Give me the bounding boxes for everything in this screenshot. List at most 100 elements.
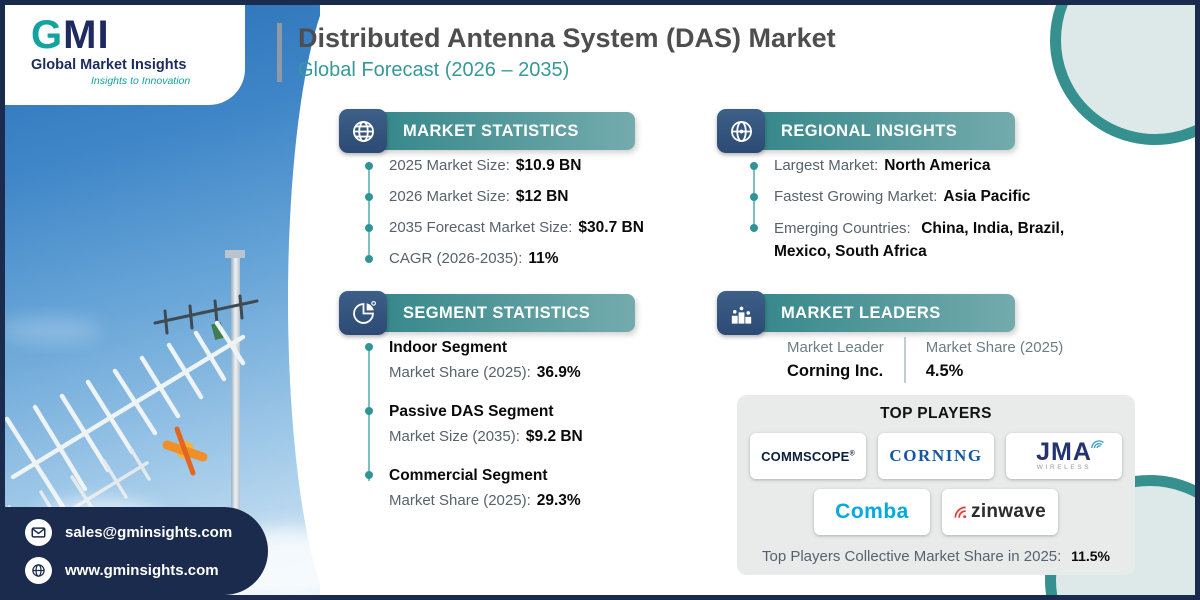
segment-connector-line: [368, 349, 370, 481]
regional-insights-banner: REGIONAL INSIGHTS: [717, 109, 1015, 153]
segment-title: Indoor Segment: [389, 339, 507, 356]
stat-value: $10.9 BN: [515, 157, 582, 174]
top-players-row-2: Comba zinwave: [737, 489, 1135, 535]
collective-value: 11.5%: [1071, 548, 1110, 564]
stat-label: 2026 Market Size:: [389, 188, 510, 205]
segment-title: Commercial Segment: [389, 467, 548, 484]
regional-value: Asia Pacific: [943, 188, 1031, 205]
share-value: 4.5%: [925, 362, 964, 380]
top-players-panel: TOP PLAYERS COMMSCOPE® CORNING JMA WIREL…: [737, 395, 1135, 575]
regional-value: North America: [884, 157, 991, 174]
stats-connector-line: [368, 167, 370, 259]
contact-email[interactable]: sales@gminsights.com: [65, 523, 233, 541]
jma-wifi-arcs-icon: [1091, 440, 1104, 449]
logo-card-commscope: COMMSCOPE®: [750, 433, 866, 479]
segment-statistics-heading: SEGMENT STATISTICS: [375, 294, 635, 332]
bullet-dot: [365, 407, 373, 415]
regional-row: Fastest Growing Market: Asia Pacific: [750, 186, 1095, 208]
contact-website-row[interactable]: www.gminsights.com: [25, 556, 268, 584]
market-stat-row: 2035 Forecast Market Size: $30.7 BN: [365, 217, 665, 239]
globe-stats-icon: [339, 109, 387, 153]
website-globe-icon: [25, 556, 52, 584]
gmi-letters-mi: MI: [63, 13, 110, 57]
jma-logo: JMA: [1036, 438, 1092, 466]
regional-text: Emerging Countries: China, India, Brazil…: [774, 217, 1095, 263]
logo-company-name: Global Market Insights: [31, 57, 187, 73]
share-label: Market Share (2025): [925, 339, 1064, 356]
envelope-icon: [25, 518, 52, 546]
contact-email-row[interactable]: sales@gminsights.com: [25, 518, 268, 546]
segment-label: Market Size (2035):: [389, 428, 520, 445]
share-column: Market Share (2025) 4.5%: [906, 339, 1084, 381]
top-players-row-1: COMMSCOPE® CORNING JMA WIRELESS: [737, 433, 1135, 479]
bullet-dot: [365, 255, 373, 263]
corner-arc-top-right: [1050, 5, 1195, 145]
segment-statistics-banner: SEGMENT STATISTICS: [339, 291, 635, 335]
jma-wireless-label: WIRELESS: [1036, 464, 1092, 471]
gmi-wordmark: GMI: [31, 15, 245, 55]
stat-value: $12 BN: [515, 188, 569, 205]
stat-value: 11%: [528, 250, 559, 267]
page-subtitle: Global Forecast (2026 – 2035): [298, 59, 570, 82]
bullet-dot: [365, 471, 373, 479]
page-title: Distributed Antenna System (DAS) Market: [298, 23, 836, 53]
segment-statistics-list: Indoor Segment Market Share (2025): 36.9%…: [365, 337, 665, 529]
market-statistics-heading: MARKET STATISTICS: [375, 112, 635, 150]
market-statistics-banner: MARKET STATISTICS: [339, 109, 635, 153]
regional-row: Largest Market: North America: [750, 155, 1095, 177]
segment-content: Commercial Segment Market Share (2025): 2…: [389, 465, 581, 513]
bullet-dot: [365, 193, 373, 201]
stat-label: 2025 Market Size:: [389, 157, 510, 174]
podium-icon: [717, 291, 765, 335]
bullet-dot: [365, 224, 373, 232]
vertical-divider: [903, 337, 906, 383]
logo-tagline: Insights to Innovation: [91, 75, 191, 87]
gmi-logo: GMI Global Market Insights Insights to I…: [5, 5, 245, 105]
regional-insights-heading: REGIONAL INSIGHTS: [753, 112, 1015, 150]
market-stat-row: 2026 Market Size: $12 BN: [365, 186, 665, 208]
pie-chart-icon: [339, 291, 387, 335]
stat-label: 2035 Forecast Market Size:: [389, 219, 573, 236]
segment-block: Commercial Segment Market Share (2025): 2…: [365, 465, 665, 513]
market-leaders-heading: MARKET LEADERS: [753, 294, 1015, 332]
segment-line: Market Share (2025): 36.9%: [389, 361, 581, 385]
corning-logo: CORNING: [889, 446, 983, 465]
market-stat-row: CAGR (2026-2035): 11%: [365, 248, 665, 270]
stat-label: CAGR (2026-2035):: [389, 250, 523, 267]
market-stat-row: 2025 Market Size: $10.9 BN: [365, 155, 665, 177]
zinwave-logo: zinwave: [954, 501, 1046, 523]
segment-label: Market Share (2025):: [389, 492, 531, 509]
segment-value: 29.3%: [536, 492, 581, 509]
segment-content: Passive DAS Segment Market Size (2035): $…: [389, 401, 583, 449]
regional-value: China, India, Brazil, Mexico, South Afri…: [774, 220, 1065, 260]
logo-card-zinwave: zinwave: [942, 489, 1058, 535]
contact-panel: sales@gminsights.com www.gminsights.com: [5, 507, 268, 595]
globe-regional-icon: [717, 109, 765, 153]
collective-share-line: Top Players Collective Market Share in 2…: [737, 548, 1135, 565]
segment-value: $9.2 BN: [525, 428, 583, 445]
segment-block: Indoor Segment Market Share (2025): 36.9%: [365, 337, 665, 385]
logo-card-corning: CORNING: [878, 433, 994, 479]
regional-label: Fastest Growing Market:: [774, 188, 938, 205]
top-players-title: TOP PLAYERS: [880, 405, 992, 422]
stat-value: $30.7 BN: [578, 219, 644, 236]
market-leaders-banner: MARKET LEADERS: [717, 291, 1015, 335]
registered-mark: ®: [849, 450, 855, 458]
market-leader-summary: Market Leader Corning Inc. Market Share …: [767, 337, 1083, 383]
regional-label: Emerging Countries:: [774, 220, 911, 237]
contact-website[interactable]: www.gminsights.com: [65, 561, 219, 579]
segment-line: Market Share (2025): 29.3%: [389, 489, 581, 513]
regional-row: Emerging Countries: China, India, Brazil…: [750, 217, 1095, 263]
regional-insights-list: Largest Market: North America Fastest Gro…: [750, 155, 1095, 272]
page-header: Distributed Antenna System (DAS) Market …: [277, 23, 836, 83]
market-statistics-list: 2025 Market Size: $10.9 BN 2026 Market Si…: [365, 155, 665, 279]
segment-block: Passive DAS Segment Market Size (2035): $…: [365, 401, 665, 449]
segment-title: Passive DAS Segment: [389, 403, 554, 420]
bullet-dot: [750, 193, 758, 201]
leader-column: Market Leader Corning Inc.: [767, 339, 904, 381]
zinwave-signal-icon: [954, 506, 967, 518]
segment-value: 36.9%: [536, 364, 581, 381]
leader-name: Corning Inc.: [787, 362, 884, 380]
segment-content: Indoor Segment Market Share (2025): 36.9%: [389, 337, 581, 385]
